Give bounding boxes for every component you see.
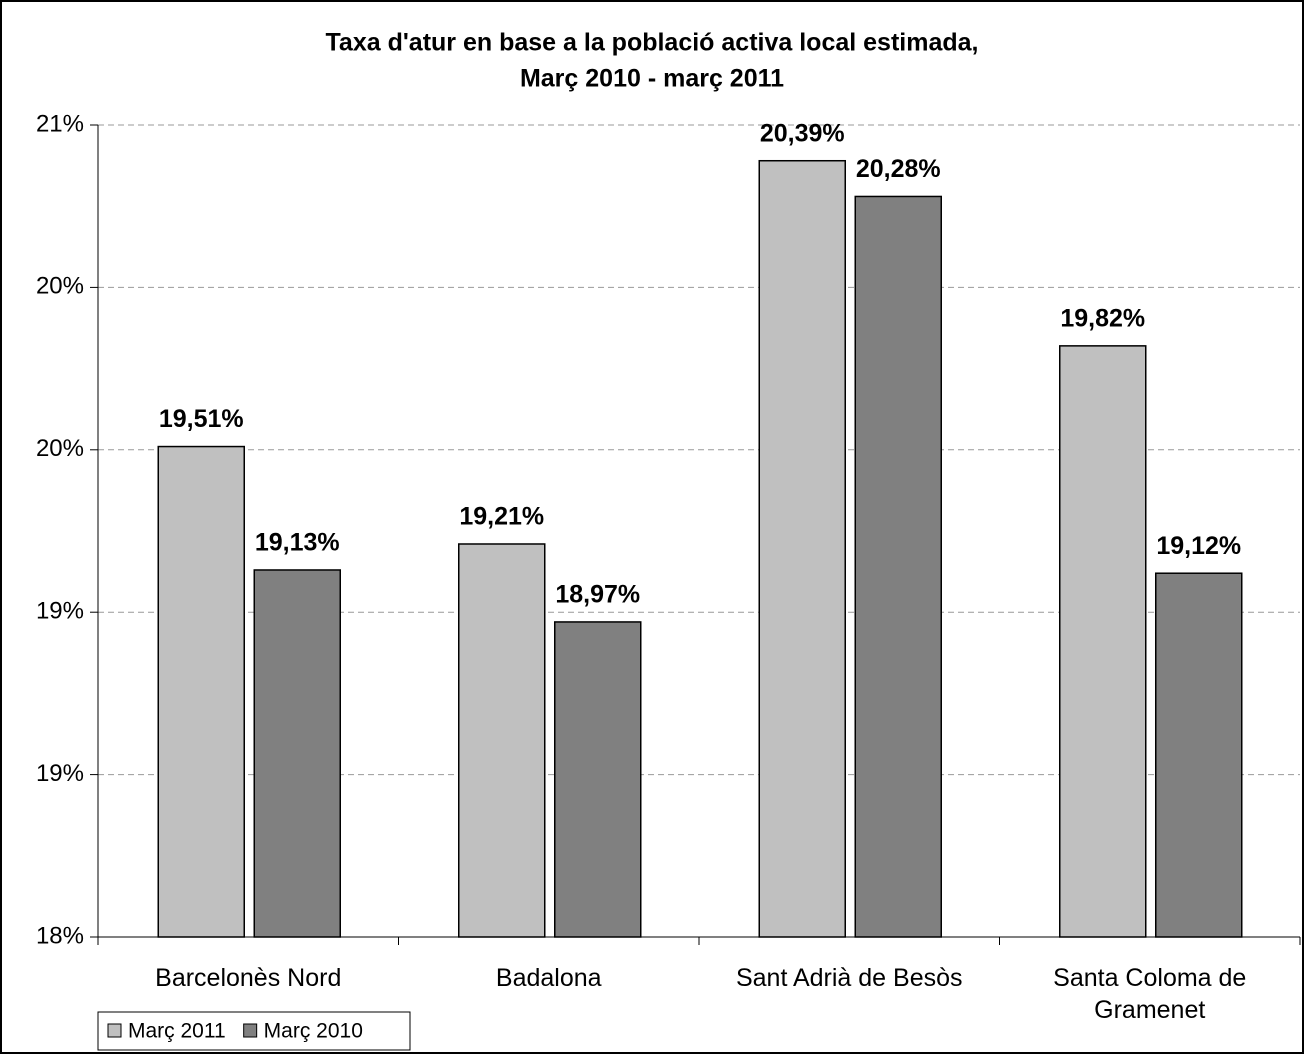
- y-tick-label: 19%: [36, 598, 84, 625]
- x-tick-label: Santa Coloma de Gramenet: [1053, 964, 1247, 1024]
- bar: [854, 195, 942, 938]
- chart-subtitle: Març 2010 - març 2011: [520, 65, 784, 93]
- data-label: 19,13%: [255, 529, 340, 557]
- y-tick-label: 20%: [36, 435, 84, 462]
- data-label: 19,12%: [1156, 532, 1241, 560]
- y-tick-label: 20%: [36, 273, 84, 300]
- x-tick-label: Barcelonès Nord: [155, 964, 342, 992]
- legend-label: Març 2010: [264, 1020, 363, 1043]
- data-label: 19,82%: [1060, 304, 1145, 332]
- bar: [758, 159, 846, 938]
- bar: [1155, 572, 1243, 938]
- data-label: 18,97%: [555, 581, 640, 609]
- data-label: 20,39%: [760, 119, 845, 147]
- bar: [554, 621, 642, 938]
- chart-title: Taxa d'atur en base a la població activa…: [326, 29, 979, 57]
- legend-label: Març 2011: [128, 1020, 226, 1043]
- x-tick-label: Sant Adrià de Besòs: [735, 964, 963, 992]
- bar: [253, 569, 341, 938]
- data-label: 20,28%: [856, 155, 941, 183]
- data-label: 19,51%: [159, 405, 244, 433]
- y-tick-label: 18%: [36, 922, 84, 949]
- legend-swatch: [107, 1023, 122, 1038]
- bar: [1059, 345, 1147, 938]
- y-tick-label: 21%: [36, 110, 84, 137]
- data-label: 19,21%: [459, 503, 544, 531]
- x-tick-label: Badalona: [495, 964, 602, 992]
- bar: [157, 445, 245, 938]
- legend-swatch: [243, 1023, 258, 1038]
- bar: [458, 543, 546, 938]
- y-tick-label: 19%: [36, 760, 84, 787]
